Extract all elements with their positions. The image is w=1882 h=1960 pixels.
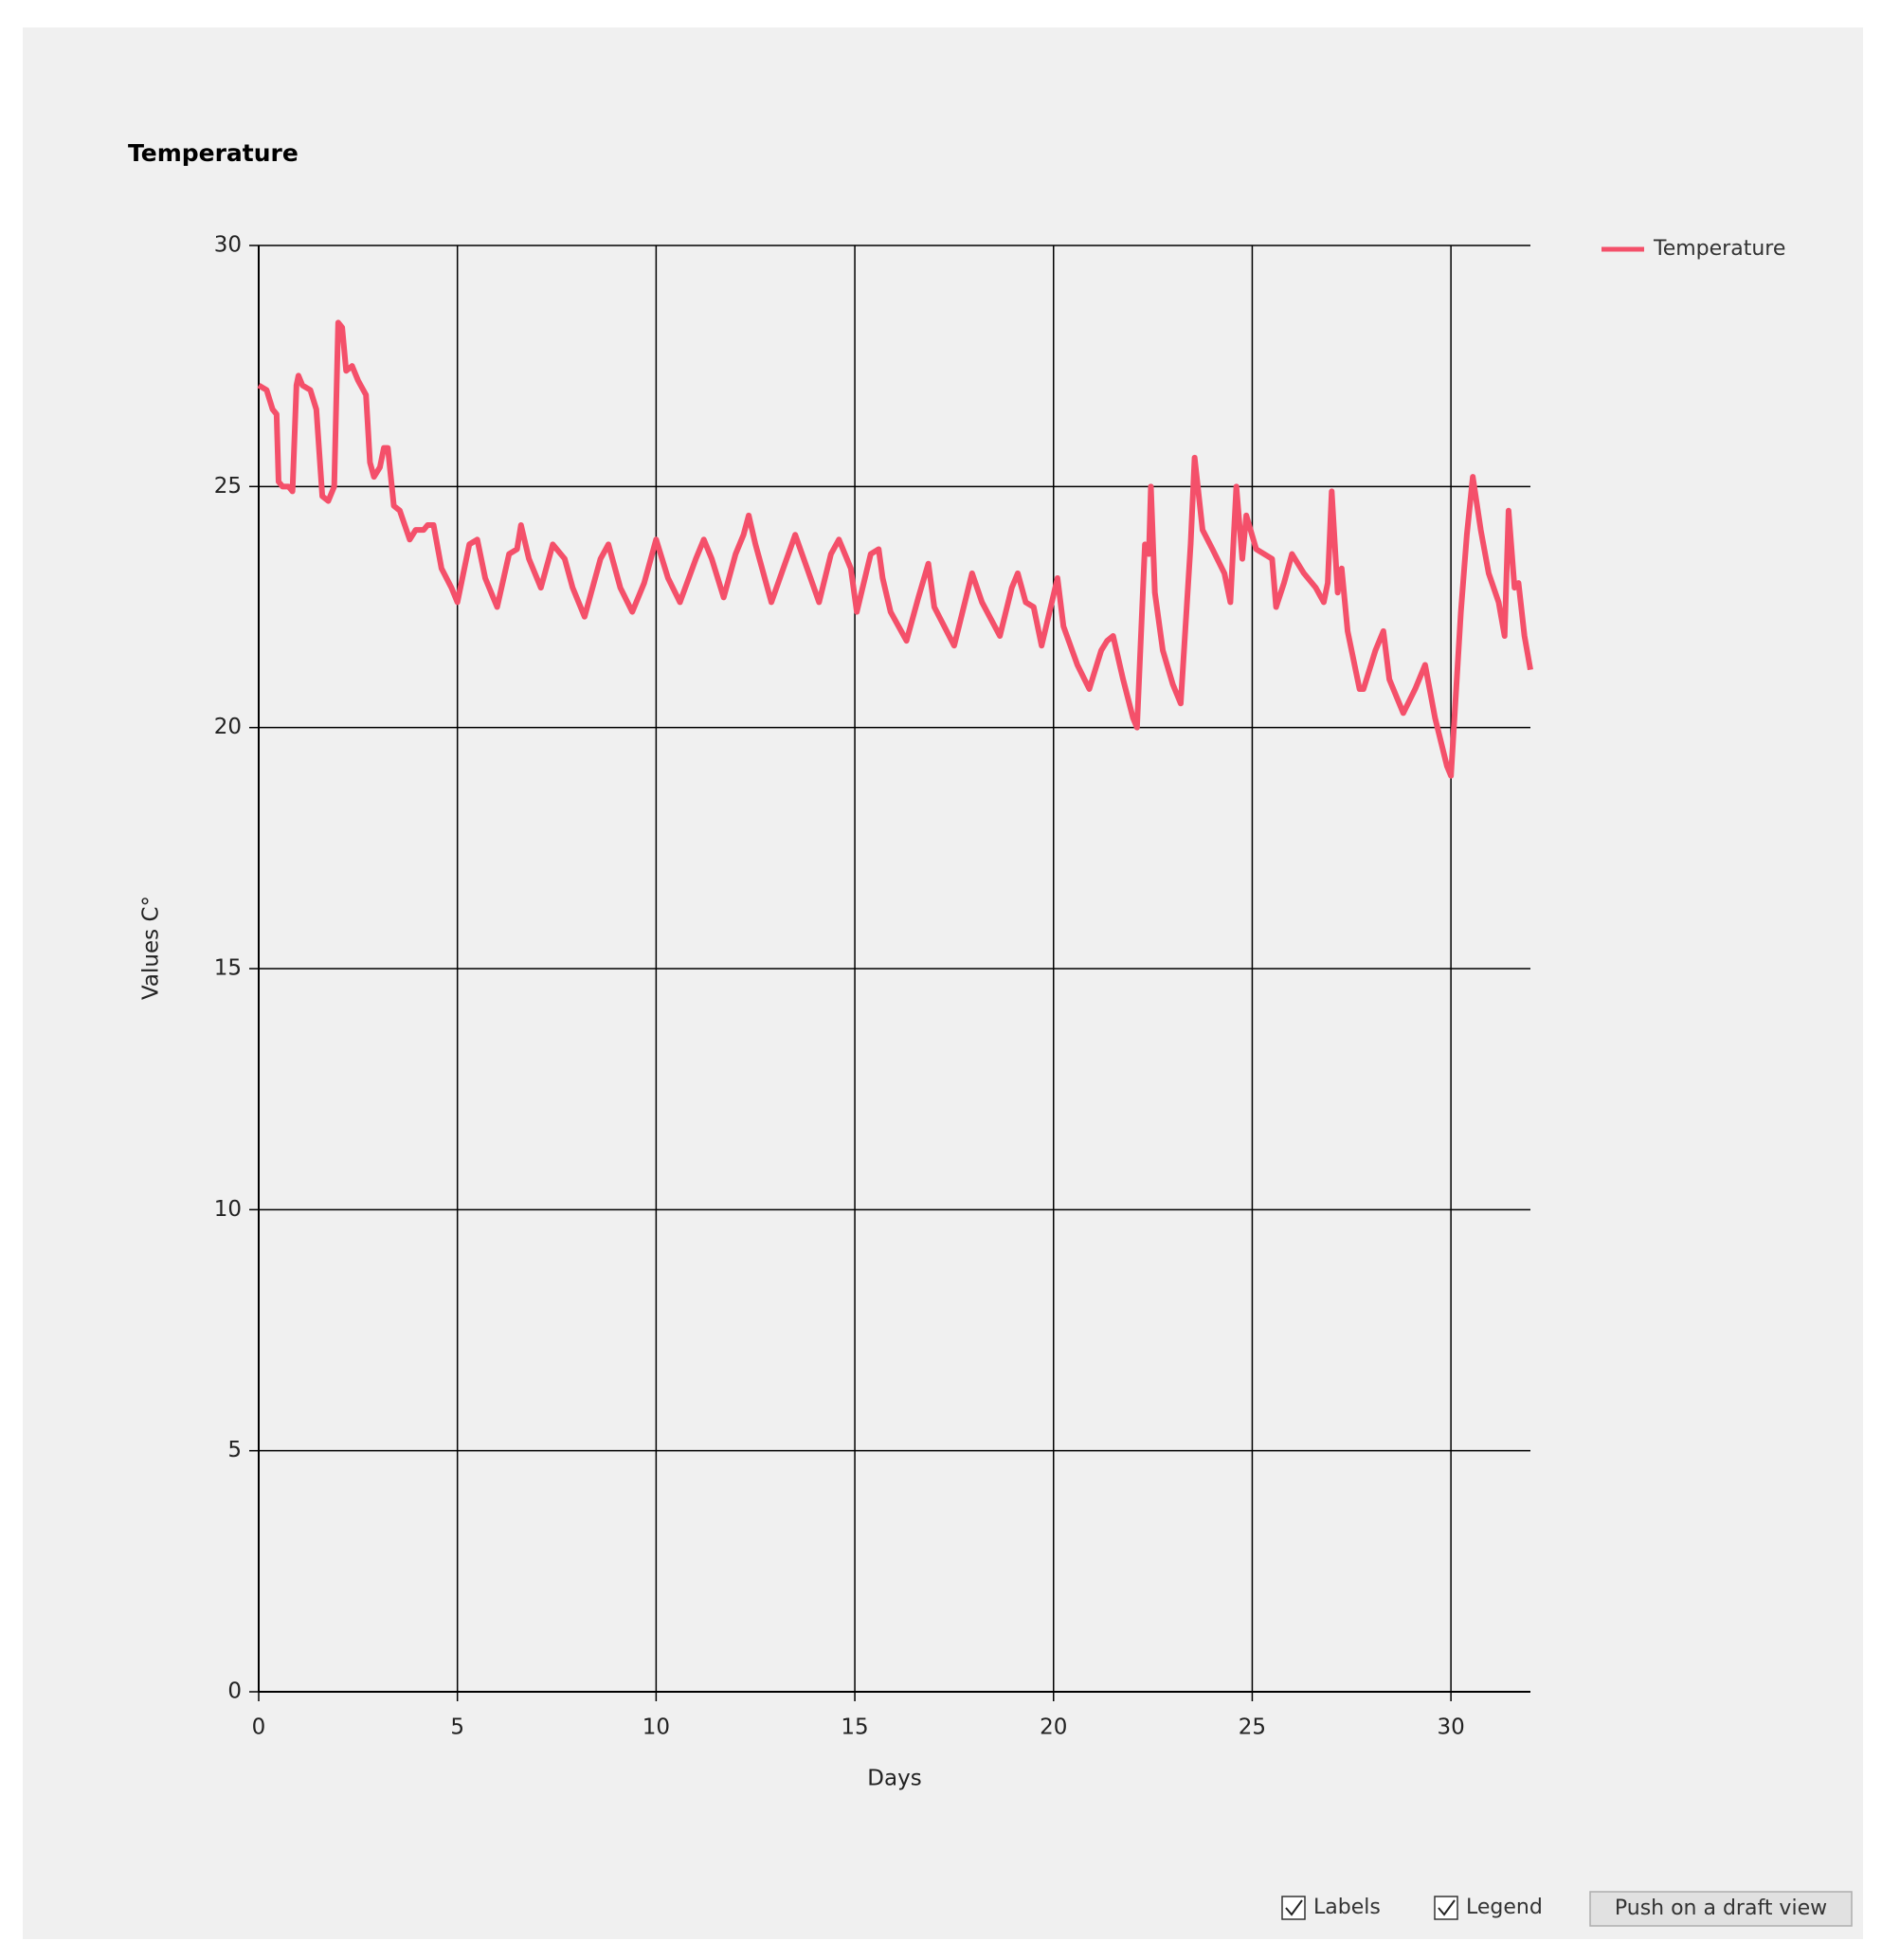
y-tick-label: 10 — [214, 1197, 242, 1222]
x-tick-label: 20 — [1040, 1715, 1067, 1740]
chart-title: Temperature — [128, 139, 299, 167]
checkbox-label: Legend — [1466, 1896, 1543, 1919]
y-tick-label: 5 — [227, 1438, 242, 1462]
x-tick-label: 30 — [1437, 1715, 1464, 1740]
x-axis-label: Days — [867, 1767, 921, 1791]
x-tick-label: 5 — [450, 1715, 464, 1740]
y-tick-label: 15 — [214, 956, 242, 981]
y-tick-label: 0 — [227, 1679, 242, 1704]
data-line — [257, 319, 1533, 779]
x-tick-label: 0 — [252, 1715, 266, 1740]
checkmark — [1285, 1899, 1303, 1916]
x-tick-label: 10 — [642, 1715, 670, 1740]
checkbox-label: Labels — [1313, 1896, 1381, 1919]
x-tick-label: 15 — [841, 1715, 868, 1740]
y-tick-label: 30 — [214, 233, 242, 258]
panel — [23, 27, 1863, 1939]
checkmark — [1438, 1899, 1456, 1916]
button[interactable] — [1589, 1891, 1853, 1927]
x-tick-label: 25 — [1239, 1715, 1266, 1740]
button-label: Push on a draft view — [1615, 1896, 1827, 1920]
y-axis-label: Values C° — [139, 896, 164, 1000]
y-tick-label: 20 — [214, 715, 242, 739]
y-tick-label: 25 — [214, 474, 242, 499]
legend-label: Temperature — [1653, 237, 1785, 261]
